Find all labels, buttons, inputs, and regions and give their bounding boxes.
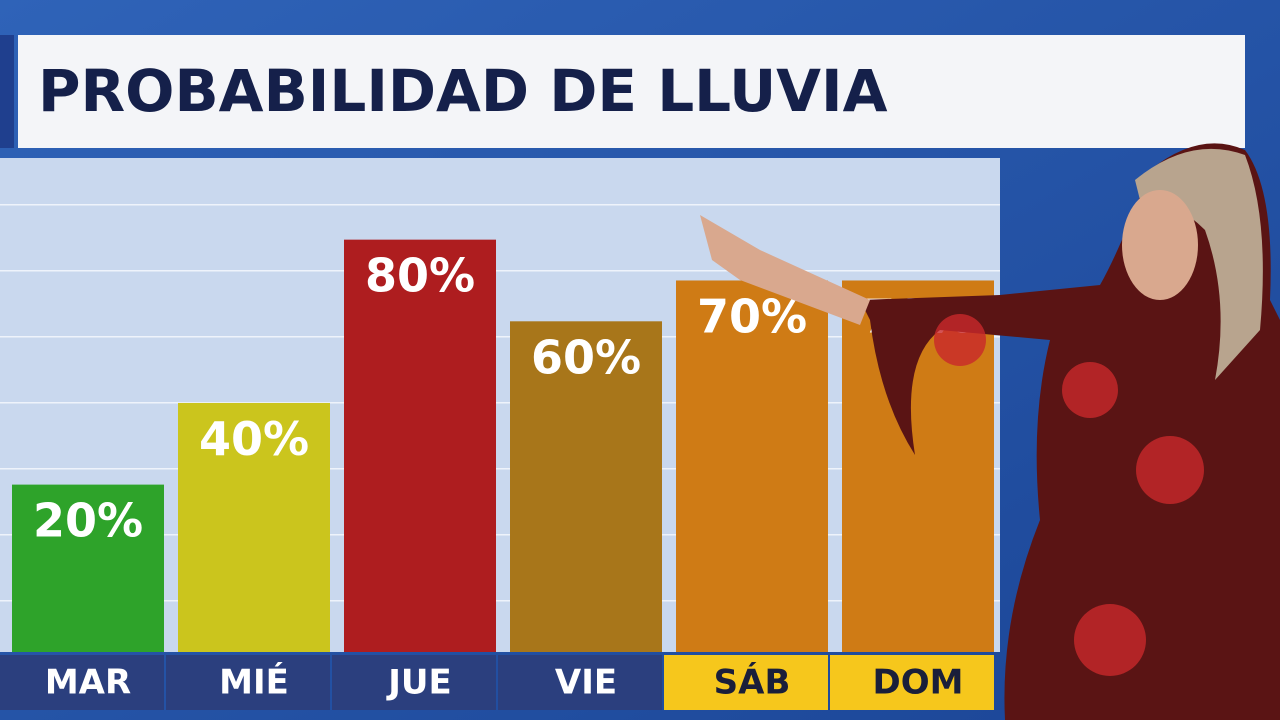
chart-panel bbox=[0, 158, 1000, 652]
title-bar bbox=[18, 35, 1245, 148]
dress-flower bbox=[1136, 436, 1204, 504]
x-tick-label: MAR bbox=[45, 663, 131, 703]
logo-edge bbox=[0, 35, 14, 148]
value-label: 70% bbox=[697, 289, 807, 343]
category-cell bbox=[830, 655, 994, 710]
value-label: 80% bbox=[365, 249, 475, 303]
value-label: 60% bbox=[531, 330, 641, 384]
value-label: 40% bbox=[199, 412, 309, 466]
dress-flower bbox=[1062, 362, 1118, 418]
category-cell bbox=[0, 655, 164, 710]
value-label: 20% bbox=[33, 494, 143, 548]
category-cell bbox=[332, 655, 496, 710]
bar bbox=[178, 402, 330, 652]
category-cell bbox=[498, 655, 662, 710]
category-cell bbox=[166, 655, 330, 710]
category-cell bbox=[664, 655, 828, 710]
presenter-hair bbox=[1135, 148, 1263, 380]
bar bbox=[344, 239, 496, 652]
x-tick-label: VIE bbox=[555, 663, 617, 703]
x-tick-label: DOM bbox=[873, 663, 964, 703]
x-tick-label: SÁB bbox=[714, 662, 791, 703]
presenter-arm bbox=[700, 215, 870, 325]
bar bbox=[510, 321, 662, 652]
bar bbox=[676, 280, 828, 652]
dress-flower bbox=[1074, 604, 1146, 676]
x-tick-label: MIÉ bbox=[219, 662, 289, 703]
chart-title: PROBABILIDAD DE LLUVIA bbox=[38, 57, 888, 125]
bar bbox=[12, 484, 164, 652]
x-tick-label: JUE bbox=[386, 663, 451, 703]
dress-flower bbox=[934, 314, 986, 366]
presenter-face bbox=[1122, 190, 1198, 300]
presenter bbox=[700, 143, 1280, 720]
